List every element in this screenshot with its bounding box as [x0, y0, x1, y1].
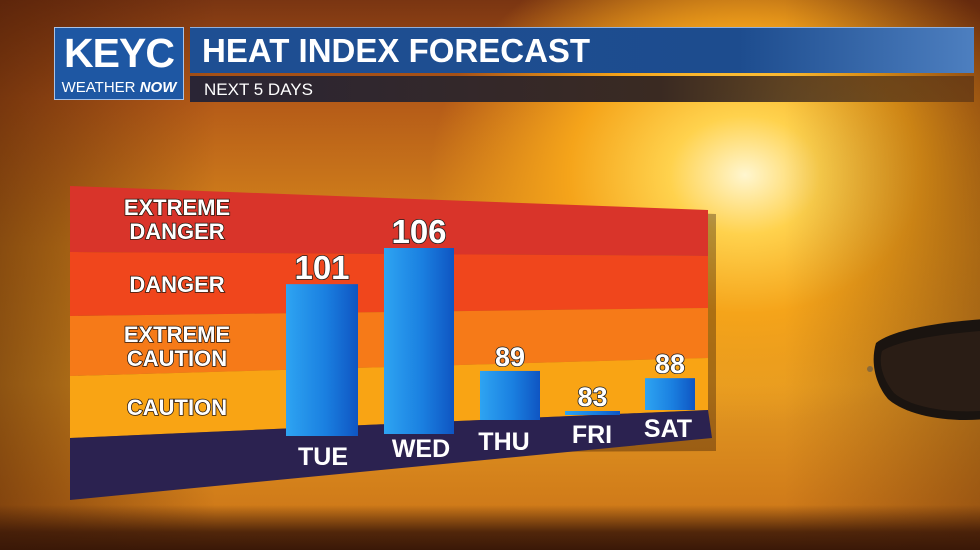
band-label-extreme-caution: EXTREME — [124, 322, 230, 347]
subtitle-bar: NEXT 5 DAYS — [190, 76, 974, 102]
value-label-fri: 83 — [577, 382, 607, 412]
labels-group: EXTREMEDANGERDANGEREXTREMECAUTIONCAUTION… — [123, 194, 692, 471]
day-label-tue: TUE — [298, 443, 348, 471]
page-title: HEAT INDEX FORECAST — [202, 32, 591, 69]
band-label-extreme-danger: DANGER — [129, 219, 224, 244]
band-label-caution: CAUTION — [127, 395, 227, 420]
value-label-tue: 101 — [294, 249, 349, 286]
day-label-wed: WED — [392, 435, 450, 463]
field-silhouette — [0, 505, 980, 550]
station-logo: KEYC WEATHER NOW — [54, 27, 184, 100]
logo-tagline-now: NOW — [139, 79, 177, 96]
value-label-wed: 106 — [391, 213, 446, 250]
sunglasses-image — [867, 319, 980, 421]
bar-sat — [645, 378, 695, 410]
band-label-extreme-caution: CAUTION — [127, 346, 227, 371]
chart-base — [70, 410, 712, 500]
value-label-thu: 89 — [495, 342, 525, 372]
logo-tagline: WEATHER NOW — [55, 78, 183, 98]
title-bar: HEAT INDEX FORECAST — [190, 27, 974, 73]
band-label-danger: DANGER — [129, 272, 224, 297]
logo-tagline-weather: WEATHER — [61, 79, 136, 96]
day-label-sat: SAT — [644, 415, 692, 443]
bars-group — [286, 248, 695, 436]
bar-fri — [565, 411, 620, 415]
day-label-fri: FRI — [572, 421, 612, 449]
logo-wordmark: KEYC — [64, 30, 175, 76]
band-extreme-danger — [70, 186, 708, 256]
day-label-thu: THU — [478, 428, 529, 456]
page-subtitle: NEXT 5 DAYS — [204, 80, 313, 99]
value-label-sat: 88 — [655, 349, 685, 379]
bar-tue — [286, 284, 358, 436]
bar-wed — [384, 248, 454, 434]
bar-thu — [480, 370, 540, 420]
band-label-extreme-danger: EXTREME — [124, 195, 230, 220]
